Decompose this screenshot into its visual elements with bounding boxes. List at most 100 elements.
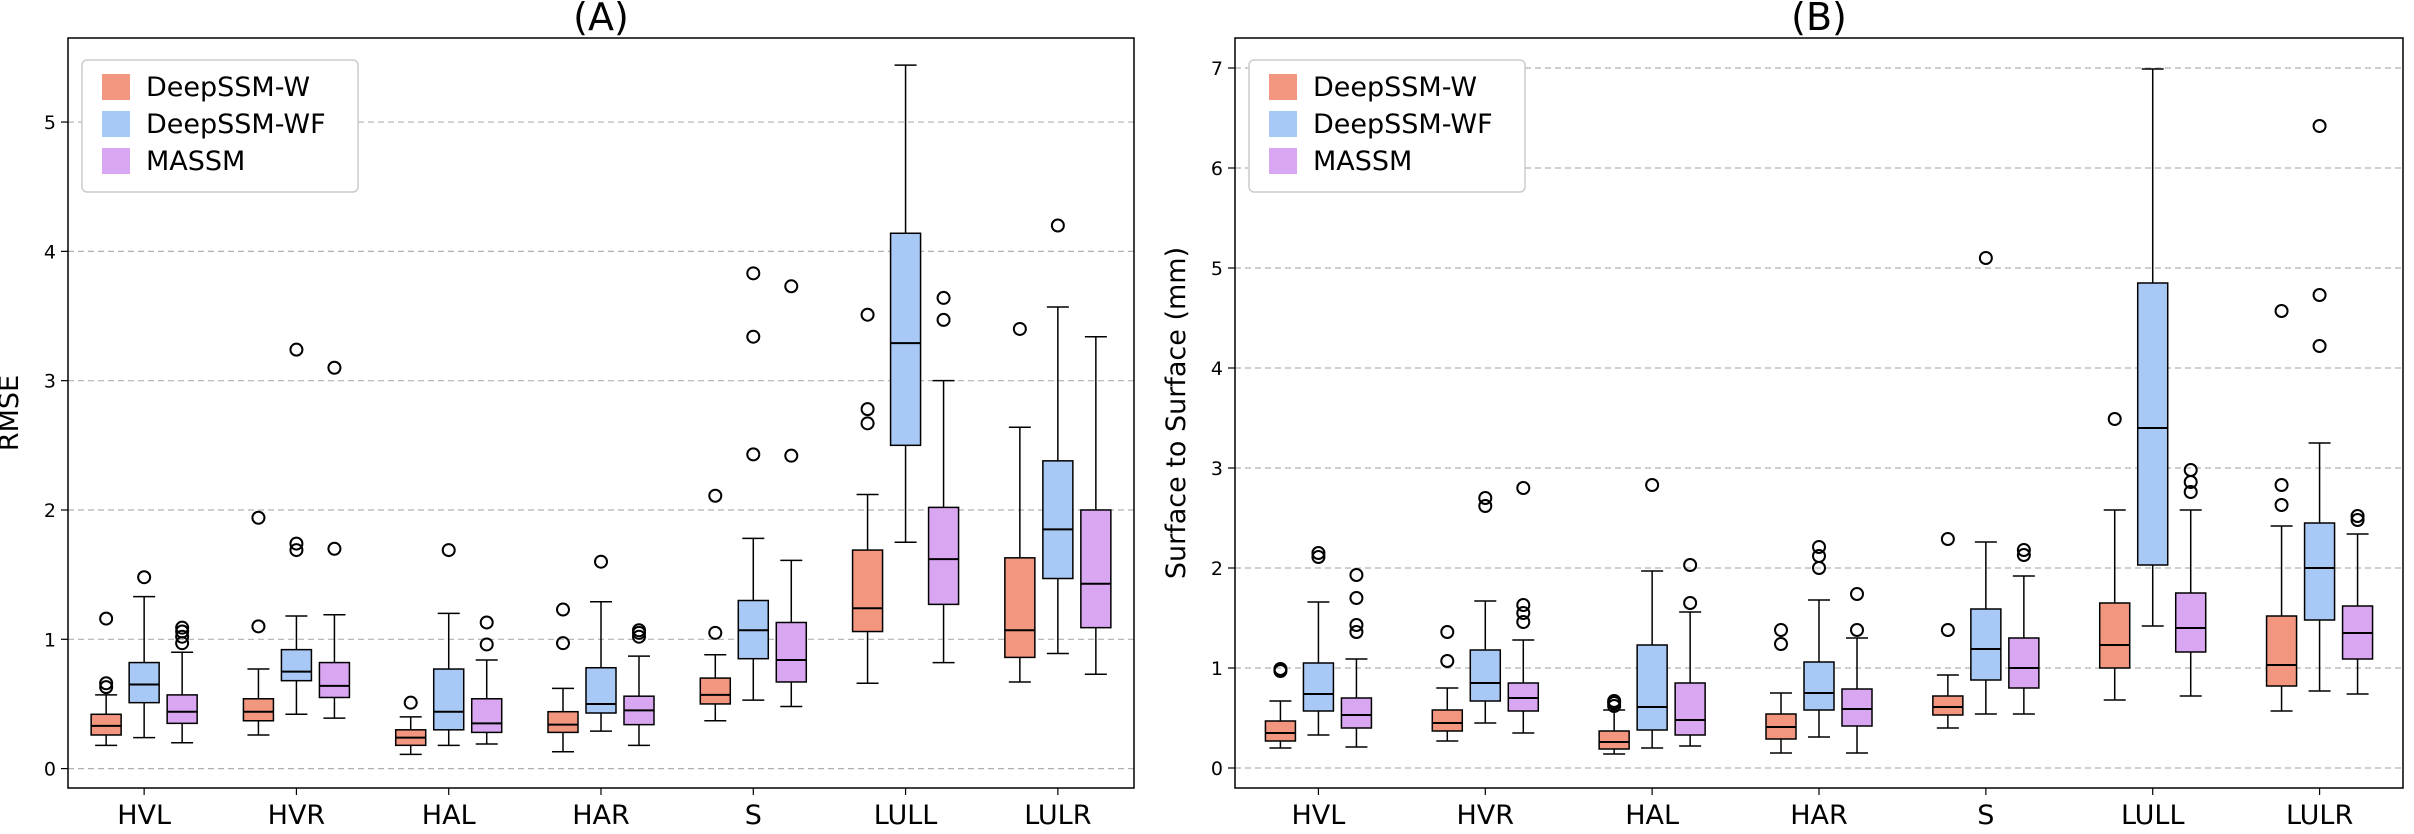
outlier-point xyxy=(1516,606,1531,620)
y-tick-label: 4 xyxy=(1211,358,1223,380)
iqr-box xyxy=(1004,557,1036,659)
box-group xyxy=(470,615,503,745)
outlier-point xyxy=(1349,625,1364,639)
outlier-point xyxy=(1645,478,1660,492)
iqr-box xyxy=(2265,615,2298,687)
iqr-box xyxy=(2136,282,2169,566)
box-group xyxy=(242,510,275,736)
outlier-point xyxy=(2274,304,2289,318)
iqr-box xyxy=(1431,709,1464,732)
box-group xyxy=(2098,412,2131,701)
box-group xyxy=(280,342,313,716)
iqr-box xyxy=(166,694,198,725)
outlier-point xyxy=(708,625,723,640)
outlier-point xyxy=(2016,548,2031,562)
box-group xyxy=(1431,625,1464,742)
iqr-box xyxy=(1803,661,1835,711)
iqr-box xyxy=(1080,509,1112,629)
x-tick-label: HVL xyxy=(1292,800,1346,831)
panel-b: 0 1 2 3 4 5 6 7 HVL HVR HAL HAR S LULL LULR (B) Surface … xyxy=(1161,0,2404,831)
iqr-box xyxy=(775,621,808,683)
iqr-box xyxy=(432,668,465,731)
x-tick-label: LULR xyxy=(2286,800,2353,831)
box-group xyxy=(2341,509,2374,695)
legend: DeepSSM-W DeepSSM-WF MASSM xyxy=(1248,59,1526,193)
outlier-point xyxy=(1349,591,1364,605)
box-group xyxy=(128,570,160,739)
outlier-point xyxy=(137,570,152,585)
legend-label: MASSM xyxy=(146,146,245,177)
outlier-point xyxy=(2183,485,2198,499)
outlier-point xyxy=(1478,491,1493,505)
box-group xyxy=(1765,623,1797,754)
y-tick-label: 2 xyxy=(44,500,56,522)
y-tick-label: 3 xyxy=(1211,458,1223,480)
x-tick-label: HVR xyxy=(1457,800,1515,831)
plot-frame xyxy=(67,37,1135,789)
box-group xyxy=(927,290,960,664)
outlier-point xyxy=(289,342,304,357)
y-tick-label: 1 xyxy=(44,629,56,651)
iqr-box xyxy=(1841,688,1873,727)
outlier-point xyxy=(175,620,190,635)
outlier-point xyxy=(175,624,190,639)
outlier-point xyxy=(746,266,761,281)
outlier-point xyxy=(2312,339,2327,353)
iqr-box xyxy=(1042,460,1074,580)
outlier-point xyxy=(289,536,304,551)
box-group xyxy=(1004,321,1036,683)
box-group xyxy=(1674,558,1706,747)
y-tick-label: 5 xyxy=(44,112,56,134)
iqr-box xyxy=(927,506,960,606)
box-group xyxy=(1636,478,1668,749)
outlier-point xyxy=(441,543,456,558)
x-tick-label: HAR xyxy=(1790,800,1848,831)
legend-label: DeepSSM-WF xyxy=(1313,109,1493,140)
iqr-box xyxy=(699,677,732,705)
x-tick-label: LULL xyxy=(874,800,938,831)
iqr-box xyxy=(1636,644,1668,731)
x-tick-label: HAL xyxy=(422,800,476,831)
outlier-point xyxy=(2350,513,2365,527)
outlier-point xyxy=(99,680,114,695)
outlier-point xyxy=(1516,615,1531,629)
legend-swatch xyxy=(102,111,130,137)
outlier-point xyxy=(860,402,875,417)
outlier-point xyxy=(289,543,304,558)
outlier-point xyxy=(327,360,342,375)
iqr-box xyxy=(470,698,503,734)
iqr-box xyxy=(242,698,275,722)
outlier-point xyxy=(1812,540,1826,554)
box-group xyxy=(2265,304,2298,712)
outlier-point xyxy=(936,290,951,305)
outlier-point xyxy=(251,619,266,634)
legend-label: MASSM xyxy=(1313,146,1412,177)
outlier-point xyxy=(1349,568,1364,582)
outlier-point xyxy=(632,623,646,638)
box-group xyxy=(432,543,465,747)
box-group xyxy=(699,488,732,722)
outlier-point xyxy=(1311,550,1326,564)
iqr-box xyxy=(2174,592,2207,653)
outlier-point xyxy=(746,329,761,344)
outlier-point xyxy=(99,611,114,626)
outlier-point xyxy=(556,636,570,651)
y-tick-label: 5 xyxy=(1211,258,1223,280)
outlier-point xyxy=(1440,654,1455,668)
outlier-point xyxy=(632,629,646,644)
outlier-point xyxy=(2107,412,2122,426)
y-tick-label: 0 xyxy=(1211,758,1223,780)
box-group xyxy=(851,307,884,685)
box-group xyxy=(2008,543,2040,715)
outlier-point xyxy=(1607,694,1622,708)
iqr-box xyxy=(1302,662,1335,712)
box-group xyxy=(318,360,351,719)
x-tick-label: LULL xyxy=(2121,800,2185,831)
box-group xyxy=(623,623,655,747)
y-tick-label: 0 xyxy=(44,759,56,781)
outlier-point xyxy=(1440,625,1455,639)
outlier-point xyxy=(860,307,875,322)
box-group xyxy=(394,695,427,756)
outlier-point xyxy=(1683,558,1698,572)
